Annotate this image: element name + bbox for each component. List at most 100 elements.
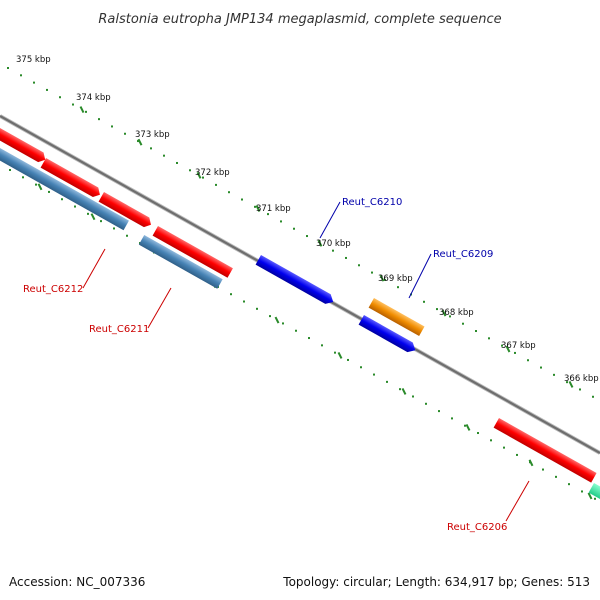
ruler-dot xyxy=(371,271,373,274)
ruler-major-tick xyxy=(379,274,385,282)
gene-label-reut-c6206[interactable]: Reut_C6206 xyxy=(447,522,507,533)
gene-blue-2[interactable] xyxy=(358,315,418,355)
ruler-dot xyxy=(202,176,204,179)
gene-teal[interactable] xyxy=(588,483,600,503)
ruler-dot xyxy=(384,278,386,281)
ruler-dot xyxy=(423,300,425,303)
gene-blue-reut-c6210[interactable] xyxy=(255,255,336,307)
ruler-dot xyxy=(124,132,126,135)
ruler-dot xyxy=(72,103,74,106)
ruler-dot xyxy=(61,198,63,201)
ruler-dot xyxy=(20,74,22,77)
ruler-dot xyxy=(436,308,438,311)
ruler-dot xyxy=(46,88,48,91)
gene-label-reut-c6212[interactable]: Reut_C6212 xyxy=(23,284,83,295)
ruler-dot xyxy=(399,388,401,391)
ruler-major-tick xyxy=(465,423,471,431)
leader-line xyxy=(82,248,106,289)
ruler-dot xyxy=(241,198,243,201)
ruler-dot xyxy=(254,205,256,208)
leader-line xyxy=(505,480,530,522)
ruler-major-tick xyxy=(401,387,407,395)
ruler-dot xyxy=(7,67,9,69)
gene-red-2[interactable] xyxy=(40,158,103,199)
ruler-dot xyxy=(464,424,466,427)
gene-label-reut-c6209[interactable]: Reut_C6209 xyxy=(433,249,493,260)
gene-red-reut-c6206[interactable] xyxy=(493,418,597,483)
ruler-major-tick xyxy=(337,352,343,359)
ruler-dot xyxy=(451,417,453,420)
ruler-dot xyxy=(373,373,375,376)
gene-steelblue-1[interactable] xyxy=(0,138,129,231)
ruler-major-tick xyxy=(79,106,85,114)
ruler-dot xyxy=(269,315,271,318)
ruler-dot xyxy=(306,235,308,238)
ruler-dot xyxy=(85,110,87,113)
ruler-dot xyxy=(540,366,542,369)
ruler-dot xyxy=(490,439,492,442)
gene-steelblue-2[interactable] xyxy=(138,235,223,289)
ruler-dot xyxy=(488,337,490,340)
gene-red-3[interactable] xyxy=(98,192,154,230)
ruler-dot xyxy=(592,395,594,398)
ruler-dot xyxy=(581,490,583,493)
map-title: Ralstonia eutropha JMP134 megaplasmid, c… xyxy=(98,12,501,27)
ruler-dot xyxy=(48,190,50,193)
ruler-dot xyxy=(503,446,505,449)
outer-ruler-track xyxy=(7,67,594,398)
ruler-dot xyxy=(514,351,516,354)
ruler-dot xyxy=(282,322,284,325)
ruler-dot xyxy=(501,344,503,347)
leader-line xyxy=(147,287,172,329)
ruler-dot xyxy=(555,475,557,478)
ruler-label: 368 kbp xyxy=(439,308,474,318)
gene-label-reut-c6211[interactable]: Reut_C6211 xyxy=(89,324,149,335)
ruler-dot xyxy=(321,344,323,347)
ruler-label: 367 kbp xyxy=(501,341,536,351)
leader-line xyxy=(408,253,432,299)
ruler-label: 370 kbp xyxy=(316,239,351,249)
ruler-dot xyxy=(137,140,139,143)
ruler-dot xyxy=(163,154,165,157)
gene-red-reut-c6212[interactable] xyxy=(0,118,48,164)
ruler-dot xyxy=(87,212,89,215)
ruler-dot xyxy=(295,329,297,332)
ruler-dot xyxy=(215,183,217,186)
ruler-dot xyxy=(566,381,568,384)
ruler-dot xyxy=(579,388,581,391)
ruler-dot xyxy=(176,161,178,164)
ruler-label: 372 kbp xyxy=(195,168,230,178)
ruler-dot xyxy=(33,81,35,84)
ruler-dot xyxy=(22,176,24,179)
summary-text: Topology: circular; Length: 634,917 bp; … xyxy=(282,575,590,589)
ruler-label: 373 kbp xyxy=(135,130,170,140)
ruler-major-tick xyxy=(587,492,593,500)
ruler-dot xyxy=(358,264,360,267)
ruler-major-tick xyxy=(274,316,280,324)
ruler-major-tick xyxy=(255,205,261,212)
accession-text: Accession: NC_007336 xyxy=(9,575,145,589)
ruler-major-tick xyxy=(90,213,96,221)
ruler-label: 366 kbp xyxy=(564,374,599,384)
ruler-dot xyxy=(74,205,76,208)
ruler-dot xyxy=(542,468,544,471)
ruler-dot xyxy=(243,300,245,303)
gene-label-reut-c6210[interactable]: Reut_C6210 xyxy=(342,197,402,208)
gene-orange-reut-c6209[interactable] xyxy=(368,298,425,337)
ruler-dot xyxy=(228,191,230,194)
ruler-dot xyxy=(150,147,152,150)
ruler-labels: 375 kbp 374 kbp 373 kbp 372 kbp 371 kbp … xyxy=(16,55,599,384)
ruler-dot xyxy=(111,125,113,128)
ruler-major-tick xyxy=(505,345,511,353)
ruler-dot xyxy=(267,213,269,216)
ruler-dot xyxy=(332,249,334,252)
ruler-dot xyxy=(35,183,37,186)
gene-red-reut-c6211[interactable] xyxy=(152,226,233,278)
ruler-major-tick xyxy=(137,138,143,146)
ruler-dot xyxy=(113,227,115,230)
ruler-label: 371 kbp xyxy=(256,204,291,214)
ruler-dot xyxy=(475,330,477,333)
ruler-dot xyxy=(516,453,518,456)
ruler-dot xyxy=(449,315,451,318)
ruler-dot xyxy=(59,96,61,99)
